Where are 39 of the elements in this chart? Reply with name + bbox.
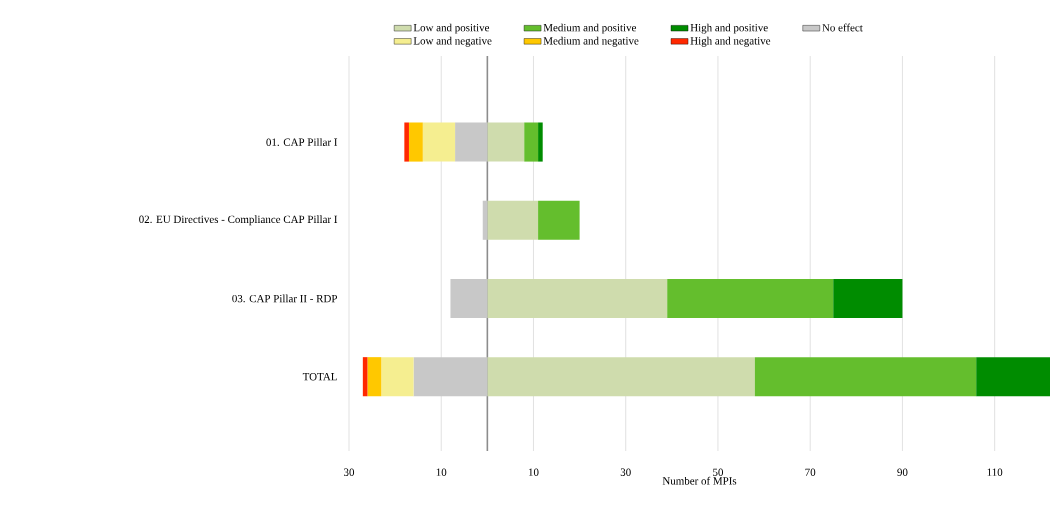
- bar: [413, 357, 488, 397]
- legend-label: Medium and negative: [543, 36, 639, 47]
- x-tick-label: 50: [713, 468, 724, 476]
- bar: [381, 357, 414, 397]
- bar: [487, 200, 539, 240]
- x-tick-label: 110: [987, 468, 1003, 476]
- y-tick-label: TOTAL: [302, 373, 337, 381]
- legend-label: Medium and positive: [543, 23, 637, 34]
- legend-label: High and negative: [690, 36, 771, 47]
- x-axis-title: Number of MPIs: [662, 476, 737, 485]
- bar: [455, 122, 488, 162]
- bar: [487, 278, 668, 319]
- legend-label: Low and negative: [413, 36, 492, 47]
- legend-label: High and positive: [690, 23, 768, 34]
- bar: [487, 357, 755, 397]
- bar: [976, 357, 1050, 397]
- bar: [833, 278, 903, 319]
- bar: [538, 122, 543, 162]
- bar: [367, 357, 382, 397]
- bar: [404, 122, 409, 162]
- y-tick-label: 02. EU Directives - Compliance CAP Pillar I: [139, 215, 338, 226]
- legend-label: Low and positive: [413, 23, 490, 34]
- x-tick-label: 70: [805, 468, 816, 476]
- bar: [408, 122, 423, 162]
- bar: [487, 122, 525, 162]
- bar: [524, 122, 539, 162]
- bar: [538, 200, 580, 240]
- x-tick-label: 90: [897, 468, 908, 476]
- bar: [754, 357, 977, 397]
- y-tick-label: 01. CAP Pillar I: [266, 138, 338, 146]
- x-tick-label: 10: [528, 468, 539, 476]
- y-tick-label: 03. CAP Pillar II - RDP: [232, 294, 338, 303]
- x-tick-label: 30: [620, 468, 631, 476]
- bar: [450, 278, 488, 319]
- bar: [422, 122, 456, 162]
- x-tick-label: 10: [436, 468, 447, 476]
- bar: [667, 278, 834, 319]
- x-tick-label: 30: [344, 468, 355, 476]
- legend-label: No effect: [822, 23, 863, 32]
